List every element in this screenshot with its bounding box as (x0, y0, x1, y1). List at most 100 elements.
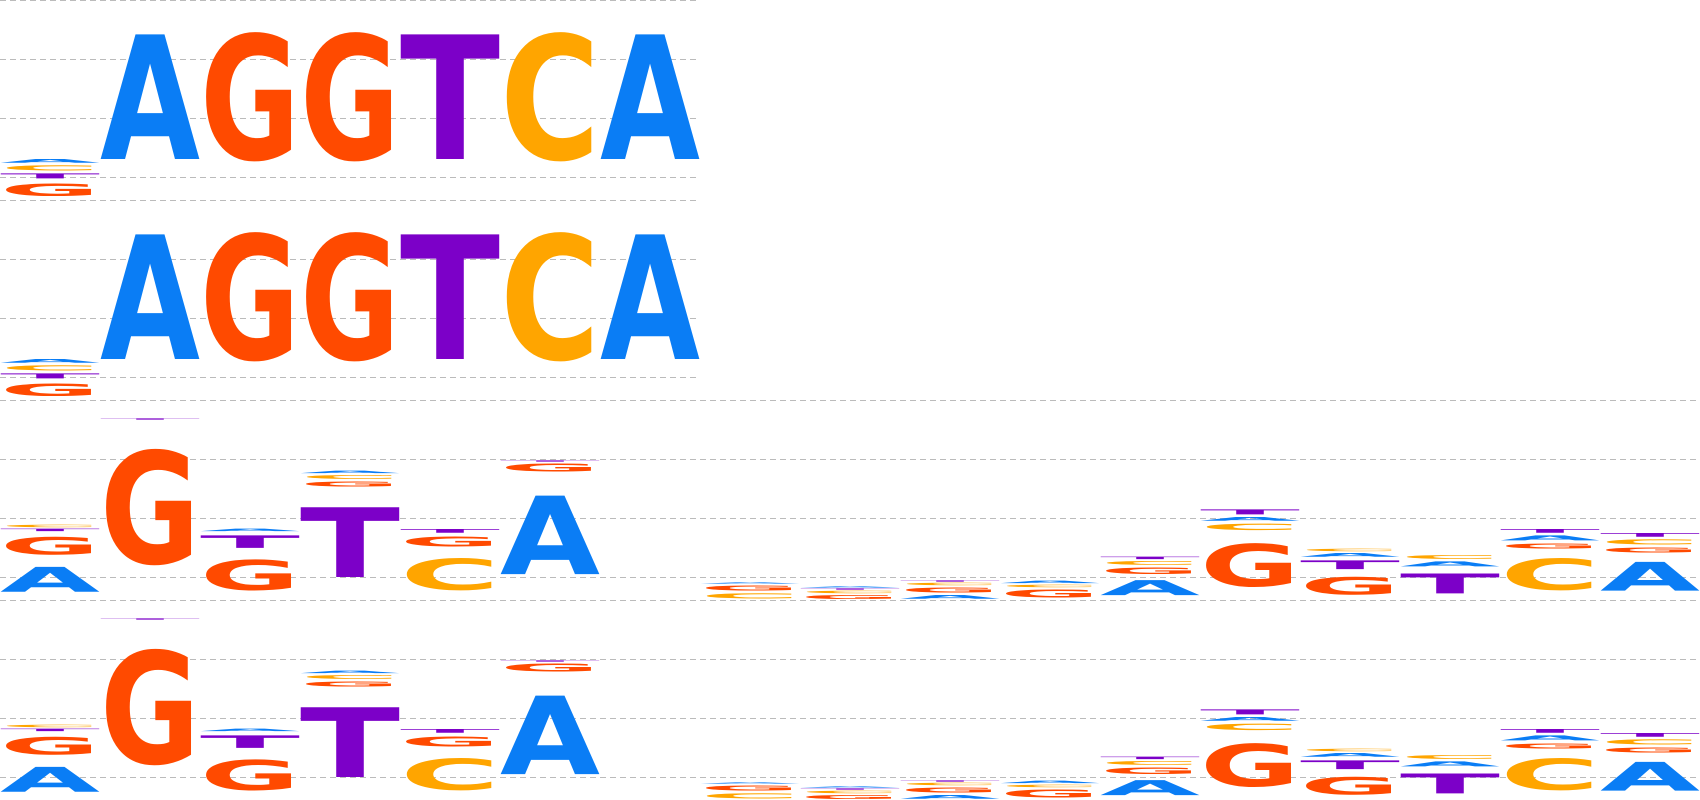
logo-letter-C: C (0, 524, 100, 528)
logo-letter-G: G (1600, 746, 1700, 754)
logo-letter-C: C (1400, 754, 1500, 760)
logo-letter-A: A (1200, 716, 1300, 722)
logo-letter-T: T (1600, 532, 1700, 538)
logo-letter-C: C (1600, 538, 1700, 546)
logo-letter-G: G (700, 584, 800, 592)
logo-letter-T: T (1400, 568, 1500, 600)
logo-letter-C: C (300, 474, 400, 480)
logo-letter-C: C (1100, 560, 1200, 566)
logo-letter-C: C (1200, 522, 1300, 532)
logo-letter-A: A (600, 0, 700, 200)
logo-letter-G: G (800, 794, 900, 800)
logo-letter-A: A (1300, 552, 1400, 558)
logo-letter-C: C (900, 582, 1000, 586)
logo-letter-C: C (1300, 548, 1400, 552)
logo-letter-C: C (0, 724, 100, 728)
logo-letter-C: C (1600, 738, 1700, 746)
logo-letter-G: G (1000, 588, 1100, 600)
logo-letter-A: A (0, 158, 100, 164)
logo-letter-G: G (300, 680, 400, 688)
logo-letter-A: A (600, 200, 700, 400)
logo-letter-A: A (700, 782, 800, 784)
logo-letter-C: C (300, 674, 400, 680)
logo-letter-T: T (900, 780, 1000, 782)
logo-letter-T: T (100, 418, 200, 420)
logo-letter-T: T (0, 528, 100, 532)
logo-letter-G: G (200, 553, 300, 600)
logo-letter-T: T (900, 580, 1000, 582)
logo-letter-G: G (200, 753, 300, 800)
logo-letter-G: G (0, 380, 100, 400)
logo-letter-G: G (0, 532, 100, 560)
logo-letter-G: G (400, 534, 500, 550)
logo-letter-A: A (800, 786, 900, 788)
logo-letter-G: G (800, 594, 900, 600)
logo-letter-A: A (1500, 734, 1600, 742)
logo-letter-A: A (200, 728, 300, 732)
logo-letter-G: G (200, 1, 300, 200)
logo-letter-A: A (1600, 554, 1700, 600)
logo-letter-G: G (1500, 542, 1600, 550)
logo-letter-T: T (200, 732, 300, 752)
logo-letter-G: G (100, 620, 200, 800)
logo-letter-A: A (500, 475, 600, 600)
logo-letter-C: C (1400, 554, 1500, 560)
logo-letter-T: T (400, 0, 500, 200)
logo-letter-G: G (300, 1, 400, 200)
logo-letter-G: G (1000, 788, 1100, 800)
logo-letter-T: T (500, 660, 600, 662)
logo-letter-A: A (1000, 780, 1100, 784)
logo-letter-C: C (900, 782, 1000, 786)
logo-letter-C: C (500, 2, 600, 200)
logo-letter-T: T (0, 372, 100, 380)
logo-letter-A: A (200, 528, 300, 532)
logo-letter-T: T (500, 460, 600, 462)
logo-letter-T: T (1500, 728, 1600, 734)
logo-letter-A: A (1200, 516, 1300, 522)
logo-letter-T: T (300, 489, 400, 600)
logo-letter-C: C (0, 164, 100, 172)
logo-letter-A: A (700, 582, 800, 584)
logo-letter-G: G (1200, 732, 1300, 800)
logo-letter-C: C (0, 364, 100, 372)
logo-letter-T: T (1300, 558, 1400, 572)
logo-letter-T: T (1200, 708, 1300, 716)
logo-letter-A: A (800, 586, 900, 588)
logo-letter-G: G (1600, 546, 1700, 554)
logo-letter-C: C (700, 792, 800, 800)
logo-letter-C: C (500, 202, 600, 400)
logo-letter-G: G (500, 662, 600, 674)
logo-letter-G: G (300, 201, 400, 400)
logo-letter-G: G (700, 784, 800, 792)
logo-letter-G: G (1300, 572, 1400, 600)
logo-letter-G: G (500, 462, 600, 474)
logo-letter-C: C (1500, 750, 1600, 800)
logo-letter-T: T (800, 788, 900, 790)
logo-letter-A: A (1400, 760, 1500, 768)
logo-letter-A: A (100, 200, 200, 400)
logo-letter-A: A (900, 594, 1000, 600)
logo-letter-A: A (500, 675, 600, 800)
logo-letter-C: C (800, 790, 900, 794)
logo-letter-C: C (1500, 550, 1600, 600)
logo-letter-T: T (400, 728, 500, 734)
logo-letter-T: T (400, 528, 500, 534)
logo-letter-G: G (0, 732, 100, 760)
logo-letter-T: T (0, 728, 100, 732)
logo-letter-A: A (300, 670, 400, 674)
logo-letter-G: G (1100, 566, 1200, 576)
logo-letter-C: C (1100, 760, 1200, 766)
logo-letter-G: G (1200, 532, 1300, 600)
logo-letter-T: T (1500, 528, 1600, 534)
logo-letter-G: G (900, 586, 1000, 594)
logo-letter-A: A (0, 358, 100, 364)
logo-letter-G: G (300, 480, 400, 488)
logo-letter-C: C (1200, 722, 1300, 732)
logo-letter-T: T (1600, 732, 1700, 738)
logo-letter-G: G (900, 786, 1000, 794)
logo-letter-A: A (100, 0, 200, 200)
logo-letter-G: G (1500, 742, 1600, 750)
logo-letter-A: A (300, 470, 400, 474)
